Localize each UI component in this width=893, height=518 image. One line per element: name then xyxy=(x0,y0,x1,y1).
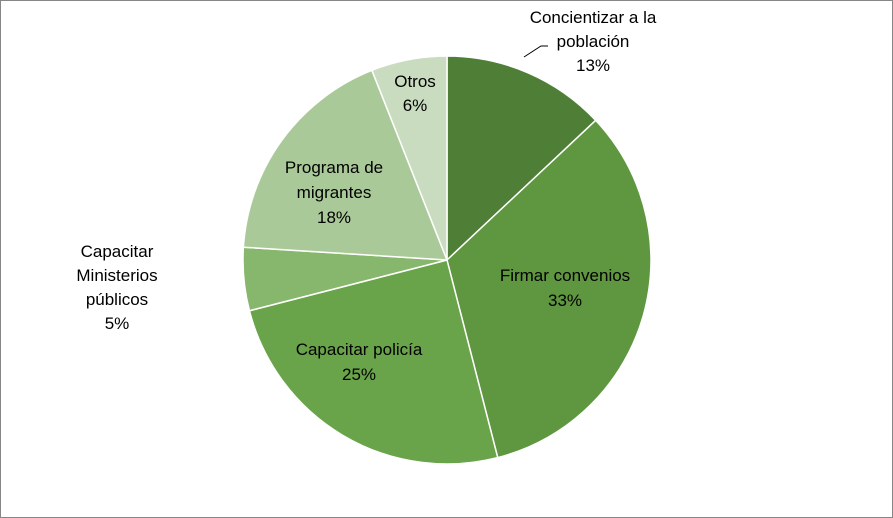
slice-label-2: Capacitar policía 25% xyxy=(296,340,423,384)
slice-category-label: migrantes xyxy=(297,183,372,202)
slice-category-label: Ministerios xyxy=(76,266,157,285)
leader-line-0 xyxy=(523,45,548,58)
pie-slice-2 xyxy=(248,259,499,465)
slice-label-5: Otros 6% xyxy=(394,72,436,115)
slice-value-label: 18% xyxy=(317,208,351,227)
pie-slice-0 xyxy=(446,55,597,262)
slice-category-label: Programa de xyxy=(285,158,383,177)
pie-slice-5 xyxy=(370,55,448,261)
slice-value-label: 25% xyxy=(342,365,376,384)
pie-slice-4 xyxy=(242,69,449,261)
slice-label-3: Capacitar Ministerios públicos 5% xyxy=(76,242,157,333)
slice-category-label: Capacitar xyxy=(81,242,154,261)
pie-slices xyxy=(242,55,652,465)
slice-label-0: Concientizar a la población 13% xyxy=(530,8,657,75)
slice-value-label: 33% xyxy=(548,291,582,310)
slice-category-label: población xyxy=(557,32,630,51)
slice-label-4: Programa de migrantes 18% xyxy=(285,158,383,227)
pie-labels: Concientizar a la población 13% Firmar conv… xyxy=(76,8,656,384)
slice-value-label: 5% xyxy=(105,314,130,333)
slice-label-1: Firmar convenios 33% xyxy=(500,266,630,310)
slice-category-label: Capacitar policía xyxy=(296,340,423,359)
slice-category-label: Firmar convenios xyxy=(500,266,630,285)
slice-value-label: 6% xyxy=(403,96,428,115)
pie-slice-1 xyxy=(446,119,652,459)
slice-category-label: Concientizar a la xyxy=(530,8,657,27)
slice-category-label: públicos xyxy=(86,290,148,309)
slice-value-label: 13% xyxy=(576,56,610,75)
slice-category-label: Otros xyxy=(394,72,436,91)
